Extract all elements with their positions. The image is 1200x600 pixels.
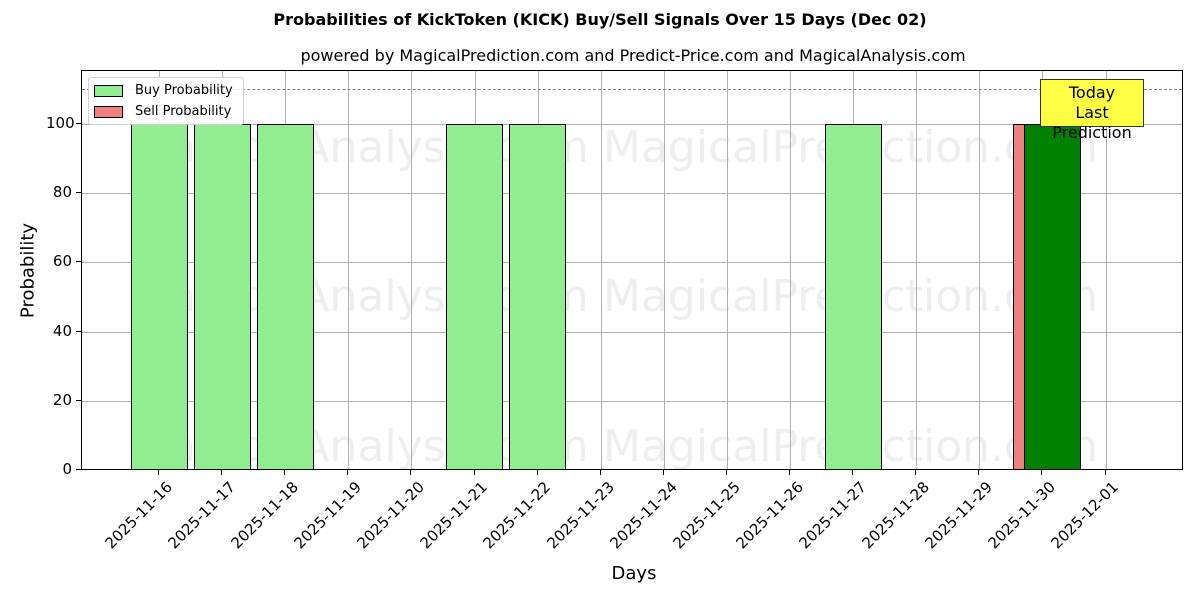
grid-line-vertical (411, 71, 413, 469)
today-annotation: Today Last Prediction (1040, 79, 1144, 142)
x-tick-mark (347, 470, 349, 475)
grid-line-horizontal (82, 124, 1182, 125)
legend: Buy Probability Sell Probability (88, 77, 244, 125)
x-tick-mark (473, 470, 475, 475)
x-tick-label: 2025-11-23 (543, 478, 618, 553)
x-tick-mark (1041, 470, 1043, 475)
x-tick-label: 2025-11-19 (290, 478, 366, 553)
buy-bar-2025-11-16 (130, 124, 188, 469)
x-tick-label: 2025-11-28 (858, 478, 933, 553)
grid-line-horizontal (82, 193, 1182, 195)
y-tick-mark (76, 469, 81, 470)
y-axis-label: Probability (17, 222, 39, 319)
legend-sell-label: Sell Probability (135, 104, 232, 119)
y-tick-label: 60 (52, 252, 72, 271)
x-tick-label: 2025-11-16 (101, 478, 176, 553)
y-tick-label: 0 (62, 460, 72, 478)
x-tick-label: 2025-11-30 (984, 478, 1060, 553)
y-tick-mark (76, 123, 81, 124)
x-tick-mark (789, 470, 790, 475)
sell-swatch-icon (94, 105, 123, 118)
chart-subtitle: powered by MagicalPrediction.com and Pre… (300, 46, 966, 65)
legend-item-buy: Buy Probability (94, 83, 233, 98)
buy-bar-2025-11-17 (193, 124, 251, 469)
x-tick-mark (158, 470, 159, 475)
x-tick-mark (599, 470, 601, 475)
x-tick-label: 2025-11-20 (353, 478, 429, 553)
grid-line-vertical (726, 71, 728, 469)
x-axis-label: Days (611, 563, 657, 584)
grid-line-vertical (348, 71, 350, 469)
plot-area: MagicalAnalysis.comMagicalPrediction.com… (81, 70, 1183, 470)
grid-line-horizontal (82, 400, 1182, 402)
grid-line-vertical (916, 71, 918, 469)
y-tick-mark (76, 261, 81, 263)
x-tick-mark (536, 470, 538, 475)
legend-item-sell: Sell Probability (94, 104, 231, 119)
x-tick-mark (284, 470, 286, 475)
threshold-line (82, 89, 1182, 91)
x-tick-label: 2025-11-27 (795, 478, 870, 553)
buy-bar-2025-11-21 (446, 124, 503, 469)
x-tick-mark (852, 470, 854, 475)
y-tick-label: 40 (52, 321, 72, 340)
y-tick-mark (76, 399, 81, 401)
annotation-line-2: Last Prediction (1052, 103, 1132, 142)
x-tick-mark (410, 470, 412, 475)
x-tick-label: 2025-11-29 (921, 478, 997, 553)
x-tick-label: 2025-11-17 (164, 478, 239, 553)
grid-line-vertical (1105, 71, 1107, 469)
x-tick-mark (221, 470, 223, 475)
x-tick-mark (1104, 470, 1106, 475)
grid-line-horizontal (82, 262, 1182, 264)
grid-line-vertical (663, 71, 665, 469)
buy-bar-2025-11-27 (824, 124, 882, 469)
chart-title: Probabilities of KickToken (KICK) Buy/Se… (273, 10, 927, 29)
x-tick-mark (915, 470, 917, 475)
x-tick-label: 2025-11-22 (479, 478, 555, 553)
y-tick-mark (76, 330, 81, 332)
y-tick-mark (76, 192, 81, 194)
buy-swatch-icon (94, 84, 123, 97)
legend-buy-label: Buy Probability (135, 83, 233, 98)
x-tick-mark (662, 470, 664, 475)
grid-line-horizontal (82, 331, 1182, 333)
y-tick-label: 100 (46, 114, 75, 132)
buy-bar-2025-11-22 (509, 124, 567, 469)
x-tick-label: 2025-12-01 (1047, 478, 1123, 553)
grid-line-vertical (600, 71, 602, 469)
x-tick-label: 2025-11-26 (732, 478, 807, 553)
x-tick-mark (978, 470, 980, 475)
x-tick-label: 2025-11-21 (416, 478, 492, 553)
annotation-line-1: Today (1068, 83, 1116, 102)
grid-line-vertical (790, 71, 791, 469)
buy-bar-2025-12-01 (1024, 124, 1081, 469)
x-tick-label: 2025-11-18 (227, 478, 302, 553)
grid-line-vertical (979, 71, 981, 469)
x-tick-label: 2025-11-25 (669, 478, 744, 553)
x-tick-mark (725, 470, 727, 475)
buy-bar-2025-11-18 (256, 124, 314, 469)
y-tick-label: 80 (52, 183, 72, 202)
y-tick-label: 20 (52, 390, 72, 409)
